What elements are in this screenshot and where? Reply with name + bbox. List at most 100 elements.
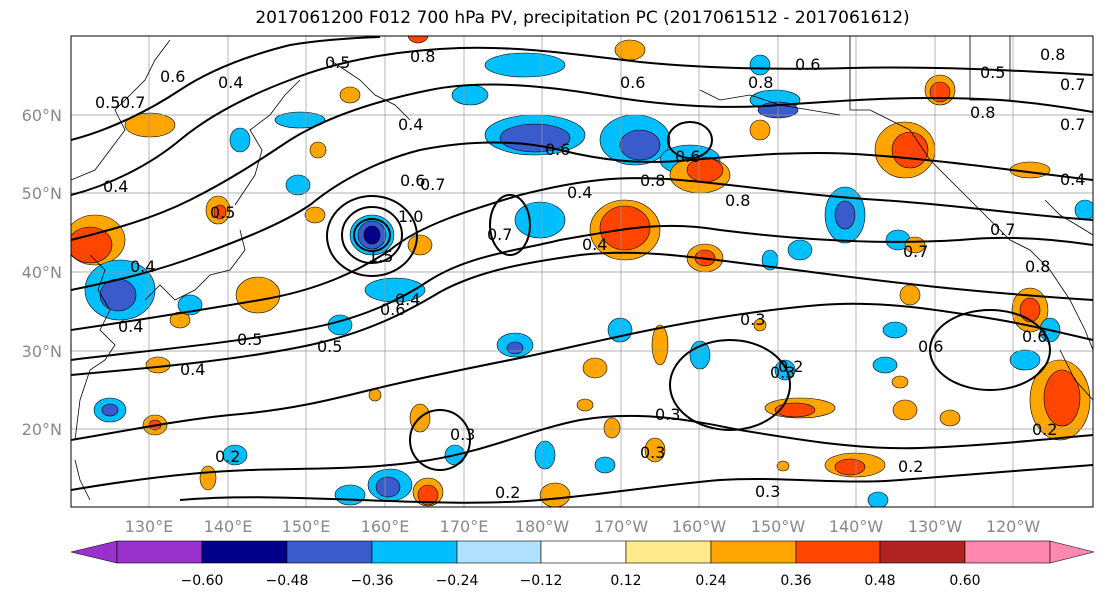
svg-text:0.4: 0.4 xyxy=(218,73,243,92)
svg-text:0.2: 0.2 xyxy=(1032,420,1057,439)
svg-text:140°W: 140°W xyxy=(829,517,884,536)
svg-text:0.4: 0.4 xyxy=(582,235,607,254)
svg-text:0.24: 0.24 xyxy=(695,573,726,589)
svg-text:0.7: 0.7 xyxy=(120,93,145,112)
latitude-labels: 60°N 50°N 40°N 30°N 20°N xyxy=(22,106,62,439)
svg-text:−0.12: −0.12 xyxy=(520,573,563,589)
colorbar-bin xyxy=(456,540,542,564)
svg-text:0.12: 0.12 xyxy=(610,573,641,589)
map-frame xyxy=(70,35,1094,508)
svg-text:0.4: 0.4 xyxy=(130,257,155,276)
svg-text:0.36: 0.36 xyxy=(780,573,811,589)
svg-text:0.4: 0.4 xyxy=(1060,170,1085,189)
svg-text:0.7: 0.7 xyxy=(903,242,928,261)
svg-text:0.4: 0.4 xyxy=(118,317,143,336)
svg-text:0.7: 0.7 xyxy=(1060,115,1085,134)
colorbar-extend-high xyxy=(1049,540,1095,564)
svg-text:0.2: 0.2 xyxy=(495,483,520,502)
svg-text:0.8: 0.8 xyxy=(640,171,665,190)
map-area: 0.8 0.5 0.6 0.4 0.7 0.5 0.6 0.4 0.8 0.6 … xyxy=(71,36,1093,507)
colorbar xyxy=(70,540,1095,564)
colorbar-bin xyxy=(795,540,881,564)
svg-text:170°E: 170°E xyxy=(440,517,489,536)
svg-text:130°W: 130°W xyxy=(908,517,963,536)
svg-text:170°W: 170°W xyxy=(594,517,649,536)
longitude-labels: 130°E 140°E 150°E 160°E 170°E 180°W 170°… xyxy=(125,517,1041,536)
colorbar-bin xyxy=(540,540,627,564)
svg-text:0.6: 0.6 xyxy=(400,171,425,190)
svg-text:0.7: 0.7 xyxy=(1060,75,1085,94)
svg-text:0.6: 0.6 xyxy=(160,67,185,86)
colorbar-extend-low xyxy=(70,540,118,564)
svg-text:−0.60: −0.60 xyxy=(181,573,224,589)
svg-text:0.48: 0.48 xyxy=(864,573,895,589)
svg-text:0.6: 0.6 xyxy=(620,73,645,92)
svg-text:0.2: 0.2 xyxy=(778,357,803,376)
svg-text:1.0: 1.0 xyxy=(398,207,423,226)
svg-text:150°W: 150°W xyxy=(751,517,806,536)
svg-text:140°E: 140°E xyxy=(204,517,253,536)
svg-text:−0.36: −0.36 xyxy=(351,573,394,589)
svg-text:0.6: 0.6 xyxy=(795,55,820,74)
colorbar-bin xyxy=(625,540,712,564)
svg-text:0.4: 0.4 xyxy=(567,183,592,202)
svg-text:0.4: 0.4 xyxy=(395,290,420,309)
svg-text:160°E: 160°E xyxy=(361,517,410,536)
svg-text:0.3: 0.3 xyxy=(450,425,475,444)
svg-text:0.4: 0.4 xyxy=(180,360,205,379)
svg-text:−0.24: −0.24 xyxy=(436,573,479,589)
svg-text:0.4: 0.4 xyxy=(103,177,128,196)
svg-text:30°N: 30°N xyxy=(22,342,62,361)
svg-text:−0.48: −0.48 xyxy=(266,573,309,589)
svg-text:0.3: 0.3 xyxy=(770,363,795,382)
svg-text:0.3: 0.3 xyxy=(740,310,765,329)
svg-text:120°W: 120°W xyxy=(986,517,1041,536)
colorbar-bin xyxy=(710,540,797,564)
svg-text:0.5: 0.5 xyxy=(95,93,120,112)
svg-text:0.8: 0.8 xyxy=(725,191,750,210)
colorbar-bin xyxy=(286,540,373,564)
svg-text:0.7: 0.7 xyxy=(487,225,512,244)
svg-text:150°E: 150°E xyxy=(282,517,331,536)
map-title: 2017061200 F012 700 hPa PV, precipitatio… xyxy=(255,8,910,28)
svg-text:0.3: 0.3 xyxy=(655,405,680,424)
svg-text:50°N: 50°N xyxy=(22,184,62,203)
svg-text:0.2: 0.2 xyxy=(215,447,240,466)
svg-text:60°N: 60°N xyxy=(22,106,62,125)
svg-text:160°W: 160°W xyxy=(672,517,727,536)
svg-text:0.8: 0.8 xyxy=(748,73,773,92)
svg-text:0.7: 0.7 xyxy=(420,175,445,194)
svg-text:0.6: 0.6 xyxy=(545,140,570,159)
svg-text:0.3: 0.3 xyxy=(755,482,780,501)
svg-text:0.3: 0.3 xyxy=(640,443,665,462)
svg-text:0.4: 0.4 xyxy=(398,115,423,134)
svg-text:0.6: 0.6 xyxy=(1022,327,1047,346)
colorbar-bin xyxy=(371,540,458,564)
svg-text:0.5: 0.5 xyxy=(237,330,262,349)
coastlines xyxy=(71,36,1093,501)
svg-text:0.8: 0.8 xyxy=(1040,45,1065,64)
colorbar-bin xyxy=(201,540,288,564)
colorbar-bin xyxy=(879,540,966,564)
svg-text:0.8: 0.8 xyxy=(410,47,435,66)
colorbar-bin xyxy=(964,540,1051,564)
svg-text:0.5: 0.5 xyxy=(210,203,235,222)
svg-text:0.5: 0.5 xyxy=(325,53,350,72)
contour-labels: 0.8 0.5 0.6 0.4 0.7 0.5 0.6 0.4 0.8 0.6 … xyxy=(95,45,1085,502)
svg-text:130°E: 130°E xyxy=(125,517,174,536)
svg-text:0.5: 0.5 xyxy=(317,337,342,356)
svg-text:0.7: 0.7 xyxy=(990,220,1015,239)
svg-text:0.5: 0.5 xyxy=(980,63,1005,82)
svg-text:0.60: 0.60 xyxy=(949,573,980,589)
colorbar-bin xyxy=(116,540,203,564)
svg-text:0.6: 0.6 xyxy=(918,337,943,356)
colorbar-tick-labels: −0.60 −0.48 −0.36 −0.24 −0.12 0.12 0.24 … xyxy=(181,573,981,589)
svg-text:0.2: 0.2 xyxy=(898,457,923,476)
svg-text:20°N: 20°N xyxy=(22,420,62,439)
pv-contours xyxy=(71,36,1093,504)
svg-text:0.8: 0.8 xyxy=(1025,257,1050,276)
svg-text:1.5: 1.5 xyxy=(368,247,393,266)
svg-text:0.8: 0.8 xyxy=(970,103,995,122)
svg-text:0.6: 0.6 xyxy=(675,147,700,166)
